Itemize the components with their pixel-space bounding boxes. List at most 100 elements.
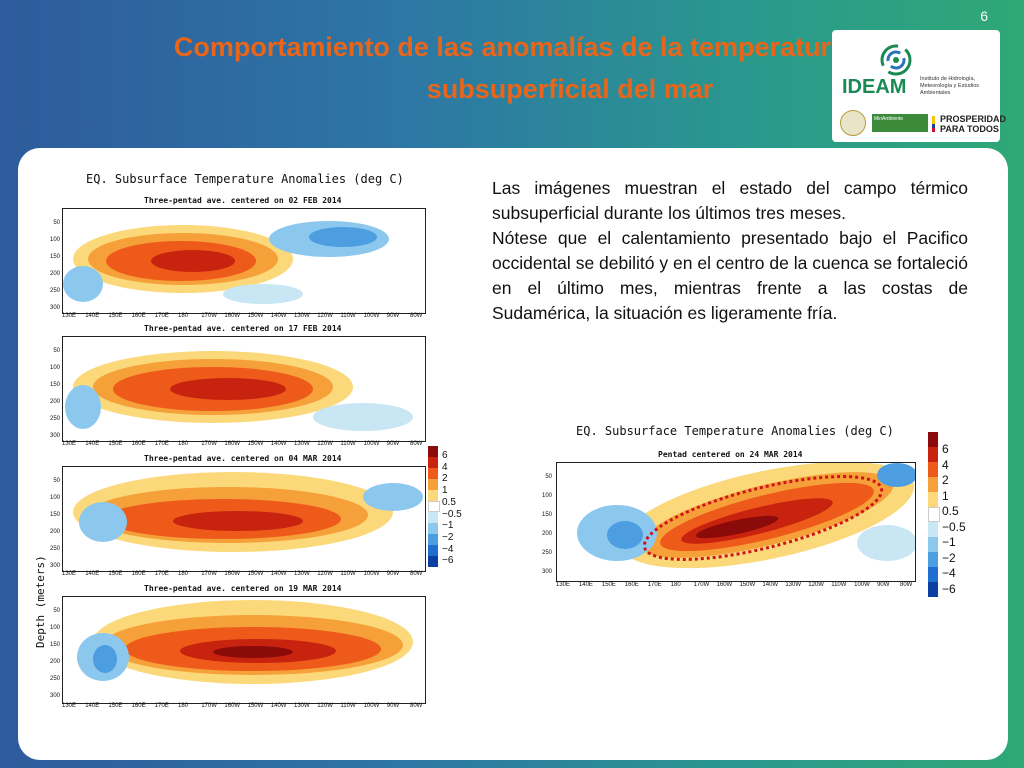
cbar-swatch-m2 xyxy=(428,534,438,545)
lon-tick: 170W xyxy=(201,313,217,319)
lon-tick: 130W xyxy=(294,571,310,577)
cbar-swatch-6 xyxy=(428,446,438,457)
lon-tick: 110W xyxy=(340,571,356,577)
left-colorbar-labels: 6 4 2 1 0.5 −0.5 −1 −2 −4 −6 xyxy=(442,450,462,567)
lon-tick: 140E xyxy=(578,582,593,588)
cbar-label: 1 xyxy=(942,488,949,503)
panel-4-subtitle: Three-pentad ave. centered on 19 MAR 201… xyxy=(144,584,342,593)
lon-tick: 80W xyxy=(410,313,423,319)
cbar-label: 0.5 xyxy=(442,496,456,508)
lon-tick: 80W xyxy=(900,582,913,588)
depth-tick: 250 xyxy=(49,676,60,682)
lon-tick: 100W xyxy=(363,571,380,577)
lon-tick: 140E xyxy=(85,313,100,319)
cbar-swatch-m6 xyxy=(928,582,938,597)
lon-tick: 140E xyxy=(85,571,100,577)
lon-tick: 140W xyxy=(270,571,287,577)
lon-tick: 170E xyxy=(154,313,169,319)
cbar-swatch-m4 xyxy=(928,567,938,582)
lon-tick: 160W xyxy=(224,313,241,319)
lon-tick: 150W xyxy=(247,571,264,577)
depth-tick: 50 xyxy=(53,348,60,354)
depth-tick: 100 xyxy=(49,237,60,243)
right-panel-plot xyxy=(556,462,916,582)
depth-tick: 150 xyxy=(49,382,60,388)
cbar-swatch-4 xyxy=(928,447,938,462)
lon-tick: 90W xyxy=(386,313,400,319)
depth-tick: 200 xyxy=(49,659,60,665)
lon-tick: 140E xyxy=(85,703,100,709)
depth-tick: 200 xyxy=(541,531,552,537)
lon-tick: 110W xyxy=(340,441,356,447)
lon-tick: 170W xyxy=(201,441,217,447)
lon-tick: 110W xyxy=(831,582,847,588)
panel-2-subtitle: Three-pentad ave. centered on 17 FEB 201… xyxy=(144,324,342,333)
depth-ticks: 50 100 150 200 250 300 xyxy=(46,348,60,450)
lon-tick: 80W xyxy=(410,703,423,709)
lon-tick: 160E xyxy=(131,571,146,577)
depth-tick: 200 xyxy=(49,399,60,405)
lon-tick: 170E xyxy=(154,703,169,709)
depth-tick: 50 xyxy=(53,608,60,614)
left-figure: EQ. Subsurface Temperature Anomalies (de… xyxy=(28,168,470,710)
depth-tick: 150 xyxy=(49,254,60,260)
lon-tick: 90W xyxy=(386,441,400,447)
right-depth-ticks: 50 100 150 200 250 300 xyxy=(538,474,552,588)
cbar-label: −6 xyxy=(942,581,956,596)
lon-tick: 180 xyxy=(178,441,189,447)
cbar-label: −6 xyxy=(442,555,454,567)
lon-tick: 150W xyxy=(739,582,756,588)
ideam-emblem-icon xyxy=(880,44,912,76)
cbar-swatch-m05 xyxy=(428,512,438,523)
depth-tick: 200 xyxy=(49,271,60,277)
title-line-2: subsuperficial del mar xyxy=(426,74,714,104)
prosperidad-logo: PROSPERIDAD PARA TODOS xyxy=(940,114,1007,134)
depth-tick: 200 xyxy=(49,529,60,535)
description-paragraph-1: Las imágenes muestran el estado del camp… xyxy=(492,178,968,223)
right-colorbar-labels: 6 4 2 1 0.5 −0.5 −1 −2 −4 −6 xyxy=(942,442,966,597)
depth-tick: 250 xyxy=(49,416,60,422)
cbar-label: 6 xyxy=(442,450,448,461)
cbar-label: 2 xyxy=(442,473,448,485)
lon-tick: 90W xyxy=(386,571,400,577)
cbar-swatch-m2 xyxy=(928,552,938,567)
lon-tick: 170E xyxy=(647,582,662,588)
depth-tick: 50 xyxy=(545,474,552,480)
colombia-seal-icon xyxy=(840,110,866,136)
lon-tick: 180 xyxy=(178,703,189,709)
right-figure-title: EQ. Subsurface Temperature Anomalies (de… xyxy=(576,424,894,438)
lon-tick: 160E xyxy=(624,582,639,588)
right-figure: EQ. Subsurface Temperature Anomalies (de… xyxy=(532,418,968,604)
depth-tick: 100 xyxy=(49,495,60,501)
lon-tick: 180 xyxy=(670,582,681,588)
lon-tick: 130W xyxy=(294,313,310,319)
lon-tick: 150E xyxy=(601,582,616,588)
lon-tick: 90W xyxy=(386,703,400,709)
lon-tick: 150W xyxy=(247,703,264,709)
lon-tick: 170E xyxy=(154,441,169,447)
title-line-1: Comportamiento de las anomalías de la te… xyxy=(173,32,847,62)
lon-tick: 170E xyxy=(154,571,169,577)
lon-tick: 120W xyxy=(317,441,333,447)
slide-number: 6 xyxy=(980,8,988,24)
cbar-swatch-6 xyxy=(928,432,938,447)
cbar-swatch-05 xyxy=(428,490,438,501)
ministry-logo: MinAmbiente xyxy=(872,114,928,132)
lon-tick: 140W xyxy=(270,441,287,447)
depth-tick: 250 xyxy=(49,288,60,294)
lon-tick: 110W xyxy=(340,313,356,319)
ideam-subtitle: Instituto de Hidrología, Meteorología y … xyxy=(920,76,980,96)
lon-tick: 130E xyxy=(556,582,571,588)
depth-tick: 100 xyxy=(49,365,60,371)
lon-tick: 140W xyxy=(270,313,287,319)
cbar-swatch-1 xyxy=(428,479,438,490)
left-colorbar xyxy=(428,446,440,567)
depth-tick: 150 xyxy=(49,512,60,518)
description: Las imágenes muestran el estado del camp… xyxy=(492,176,968,326)
depth-tick: 50 xyxy=(53,220,60,226)
lon-tick: 100W xyxy=(363,703,380,709)
cbar-label: −0.5 xyxy=(442,508,462,520)
depth-tick: 150 xyxy=(541,512,552,518)
cbar-label: 2 xyxy=(942,473,949,487)
cbar-swatch-0 xyxy=(428,501,440,512)
